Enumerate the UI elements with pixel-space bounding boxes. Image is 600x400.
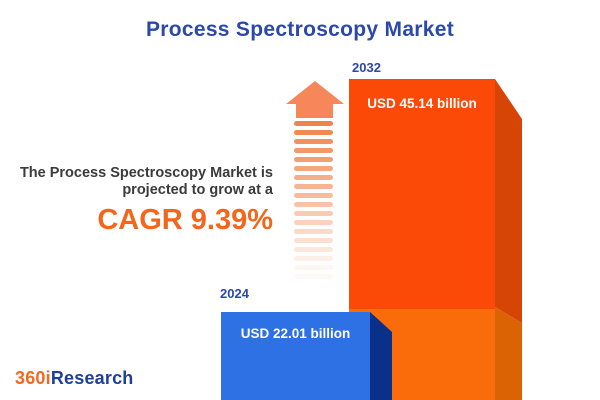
bar-2032-value-label: USD 45.14 billion bbox=[367, 96, 477, 111]
cagr-value: CAGR 9.39% bbox=[97, 204, 273, 236]
bar-2024-year-label: 2024 bbox=[220, 286, 249, 301]
arrow-dash bbox=[294, 247, 333, 252]
annotation-line-1: The Process Spectroscopy Market is bbox=[19, 165, 273, 181]
bar-2024-value-label: USD 22.01 billion bbox=[240, 326, 351, 341]
arrow-dash bbox=[294, 229, 333, 234]
growth-arrow-tail bbox=[294, 121, 333, 286]
arrow-dash bbox=[294, 148, 333, 153]
bar-2032-front bbox=[349, 79, 495, 309]
arrow-dash bbox=[294, 256, 333, 261]
bar-2032-side bbox=[495, 79, 522, 323]
arrow-dash bbox=[294, 130, 333, 135]
arrow-dash bbox=[294, 238, 333, 243]
arrow-dash bbox=[294, 202, 333, 207]
annotation-line-2: projected to grow at a bbox=[122, 182, 273, 198]
growth-arrow-icon bbox=[286, 81, 344, 118]
arrow-dash bbox=[294, 193, 333, 198]
growth-annotation: The Process Spectroscopy Market is proje… bbox=[20, 165, 273, 237]
brand-logo-part2: Research bbox=[50, 368, 134, 388]
brand-logo-part1: 360i bbox=[15, 368, 51, 388]
arrow-dash bbox=[294, 175, 333, 180]
arrow-dash bbox=[294, 157, 333, 162]
arrow-dash bbox=[294, 265, 333, 270]
bar-2024-side bbox=[370, 312, 392, 400]
arrow-dash bbox=[294, 220, 333, 225]
arrow-dash bbox=[294, 139, 333, 144]
arrow-dash bbox=[294, 121, 333, 126]
bar-2024-front bbox=[221, 312, 370, 400]
page-title: Process Spectroscopy Market bbox=[145, 18, 455, 41]
brand-logo: 360iResearch bbox=[15, 368, 134, 389]
arrow-dash bbox=[294, 211, 333, 216]
arrow-dash bbox=[294, 184, 333, 189]
arrow-dash bbox=[294, 274, 333, 279]
arrow-dash bbox=[294, 166, 333, 171]
bar-2032-base-side bbox=[495, 307, 522, 400]
bar-2032-year-label: 2032 bbox=[352, 60, 381, 75]
